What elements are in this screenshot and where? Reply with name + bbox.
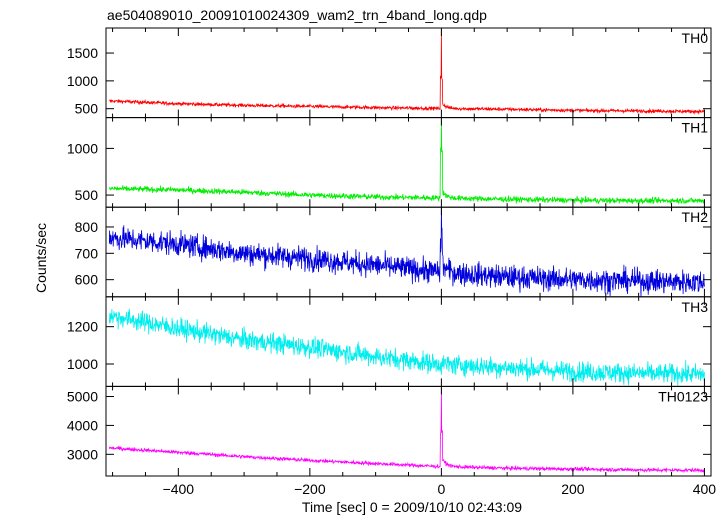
series-line-th1	[109, 117, 705, 205]
panel-label: TH2	[682, 209, 709, 225]
chart-title: ae504089010_20091010024309_wam2_trn_4ban…	[107, 7, 487, 23]
y-tick-label: 500	[75, 187, 99, 203]
panels: TH0 500 1000 1500 TH1 500 1000 TH2 600 700 800 TH3 1…	[67, 27, 717, 497]
y-tick-label: 1000	[67, 140, 98, 156]
y-axis-label: Counts/sec	[33, 223, 49, 293]
panel-th0: TH0 500 1000 1500	[67, 27, 712, 119]
y-tick-label: 700	[75, 245, 99, 261]
panel-label: TH0	[682, 30, 709, 46]
x-tick-label: 200	[561, 481, 585, 497]
series-line-th2	[108, 207, 705, 297]
series-line-th3	[108, 308, 705, 387]
x-axis-label: Time [sec] 0 = 2009/10/10 02:43:09	[302, 499, 522, 515]
panel-th3: TH3 1000 1200	[67, 296, 712, 387]
panel-frame	[105, 385, 712, 477]
y-tick-label: 5000	[67, 389, 98, 405]
panel-th2: TH2 600 700 800	[75, 206, 712, 298]
y-tick-label: 1500	[67, 45, 98, 61]
panel-th0123: TH0123 3000 4000 5000	[67, 385, 712, 477]
y-tick-label: 800	[75, 219, 99, 235]
x-tick-label: 0	[437, 481, 445, 497]
y-tick-label: 1000	[67, 73, 98, 89]
y-tick-label: 4000	[67, 417, 98, 433]
y-tick-label: 1000	[67, 356, 98, 372]
series-line-th0	[109, 28, 705, 116]
x-tick-label: 400	[693, 481, 717, 497]
series-line-th0123	[108, 388, 705, 474]
y-tick-label: 600	[75, 272, 99, 288]
panel-label: TH1	[682, 120, 709, 136]
y-tick-label: 3000	[67, 446, 98, 462]
x-tick-label: −400	[163, 481, 195, 497]
panel-frame	[105, 117, 712, 208]
panel-label: TH3	[682, 299, 709, 315]
x-tick-label: −200	[294, 481, 326, 497]
panel-th1: TH1 500 1000	[67, 117, 712, 208]
panel-label: TH0123	[658, 388, 708, 404]
y-tick-label: 1200	[67, 319, 98, 335]
y-tick-label: 500	[75, 101, 99, 117]
